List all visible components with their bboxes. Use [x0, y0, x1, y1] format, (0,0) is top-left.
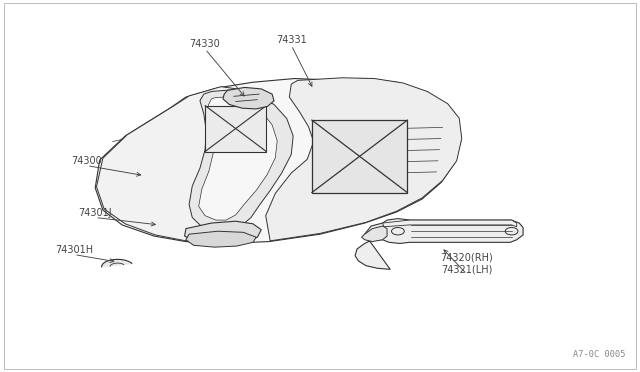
- Text: 74330: 74330: [189, 39, 220, 49]
- Polygon shape: [383, 220, 516, 227]
- Polygon shape: [186, 231, 256, 247]
- Polygon shape: [223, 87, 274, 109]
- Polygon shape: [97, 87, 243, 241]
- Text: 74300: 74300: [72, 155, 102, 166]
- Polygon shape: [266, 78, 462, 241]
- Polygon shape: [95, 78, 461, 243]
- Text: 74331: 74331: [276, 35, 307, 45]
- Polygon shape: [362, 226, 387, 241]
- Polygon shape: [198, 96, 277, 220]
- Polygon shape: [355, 219, 523, 269]
- Polygon shape: [184, 221, 261, 244]
- Text: 74301H: 74301H: [55, 244, 93, 254]
- Polygon shape: [205, 106, 266, 151]
- Text: 74301J: 74301J: [78, 208, 112, 218]
- Text: 74320(RH)
74321(LH): 74320(RH) 74321(LH): [440, 253, 493, 274]
- Polygon shape: [312, 120, 408, 193]
- Polygon shape: [102, 259, 132, 267]
- Text: A7-0C 0005: A7-0C 0005: [573, 350, 625, 359]
- Polygon shape: [189, 90, 293, 231]
